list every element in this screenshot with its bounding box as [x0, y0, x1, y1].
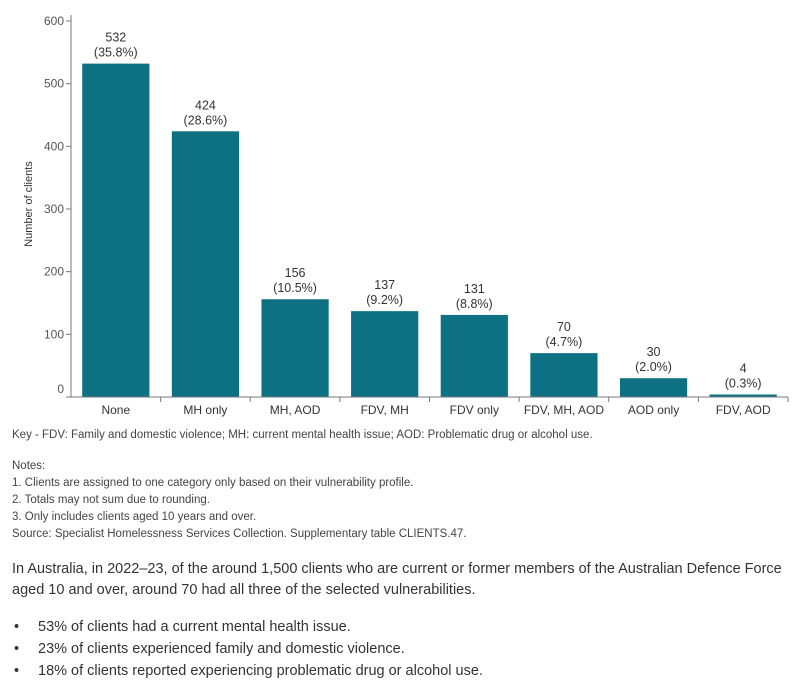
x-tick-label: FDV only	[450, 403, 499, 417]
bar-value-label: 4	[740, 361, 747, 375]
bar	[351, 311, 419, 397]
y-tick-label: 400	[44, 139, 64, 153]
bar-percent-label: (9.2%)	[366, 293, 403, 307]
bar-value-label: 532	[105, 31, 126, 45]
bar-percent-label: (28.6%)	[184, 113, 228, 127]
bar	[619, 378, 688, 397]
bar-percent-label: (10.5%)	[273, 281, 317, 295]
y-axis: 0 100 200 300 400 500 600	[44, 14, 72, 398]
y-axis-title: Number of clients	[23, 161, 35, 247]
note-item: 3. Only includes clients aged 10 years a…	[12, 511, 257, 523]
bar-percent-label: (35.8%)	[94, 46, 138, 60]
source-note: Source: Specialist Homelessness Services…	[12, 528, 467, 540]
notes: Notes: 1. Clients are assigned to one ca…	[12, 458, 466, 543]
bar-percent-label: (2.0%)	[635, 360, 672, 374]
bullet-item: • 18% of clients reported experiencing pr…	[12, 661, 483, 681]
y-tick-label: 300	[44, 202, 64, 216]
x-tick-label: MH, AOD	[270, 403, 321, 417]
bullet-marker: •	[14, 641, 20, 657]
bar	[530, 353, 598, 397]
bar-value-label: 70	[557, 320, 571, 334]
bullet-marker: •	[14, 619, 20, 635]
chart-key: Key - FDV: Family and domestic violence;…	[12, 429, 593, 441]
x-tick-label: MH only	[183, 403, 227, 417]
bar-chart: Number of clients 0 100 200 300 400 500 600 53…	[23, 14, 789, 417]
y-tick-label: 0	[57, 382, 64, 396]
bar-value-label: 137	[374, 278, 395, 292]
bar	[171, 131, 240, 397]
notes-heading: Notes:	[12, 460, 46, 472]
bullet-text: 23% of clients experienced family and do…	[38, 641, 405, 657]
bar-percent-label: (8.8%)	[456, 297, 493, 311]
bar-percent-label: (4.7%)	[546, 335, 583, 349]
note-item: 1. Clients are assigned to one category …	[12, 477, 414, 489]
x-tick-label: FDV, AOD	[716, 403, 771, 417]
bar	[709, 394, 777, 397]
x-tick-label: FDV, MH, AOD	[524, 403, 605, 417]
bar-percent-label: (0.3%)	[725, 376, 762, 390]
bar-value-label: 131	[464, 282, 485, 296]
note-item: 2. Totals may not sum due to rounding.	[12, 494, 210, 506]
summary-text: In Australia, in 2022–23, of the around …	[12, 561, 782, 598]
x-axis: None MH only MH, AOD FDV, MH FDV only FDV, MH…	[71, 396, 789, 417]
bullet-item: • 53% of clients had a current mental hea…	[12, 617, 483, 637]
y-tick-label: 200	[44, 265, 64, 279]
bullet-text: 18% of clients reported experiencing pro…	[38, 663, 483, 679]
bullet-text: 53% of clients had a current mental heal…	[38, 619, 351, 635]
bar	[261, 299, 329, 397]
x-tick-label: AOD only	[628, 403, 679, 417]
bullet-item: • 23% of clients experienced family and d…	[12, 639, 483, 659]
bar	[82, 63, 150, 397]
bar	[440, 314, 508, 397]
bar-value-label: 156	[285, 266, 306, 280]
bars: 532(35.8%) 424(28.6%) 156(10.5%) 137(9.2%) 1…	[82, 31, 777, 397]
y-tick-label: 100	[44, 327, 64, 341]
y-tick-label: 600	[44, 14, 64, 28]
bullet-list: • 53% of clients had a current mental hea…	[12, 617, 483, 683]
x-tick-label: FDV, MH	[361, 403, 409, 417]
bar-value-label: 30	[647, 345, 661, 359]
y-tick-label: 500	[44, 77, 64, 91]
bar-value-label: 424	[195, 98, 216, 112]
x-tick-label: None	[101, 403, 130, 417]
bullet-marker: •	[14, 663, 20, 679]
